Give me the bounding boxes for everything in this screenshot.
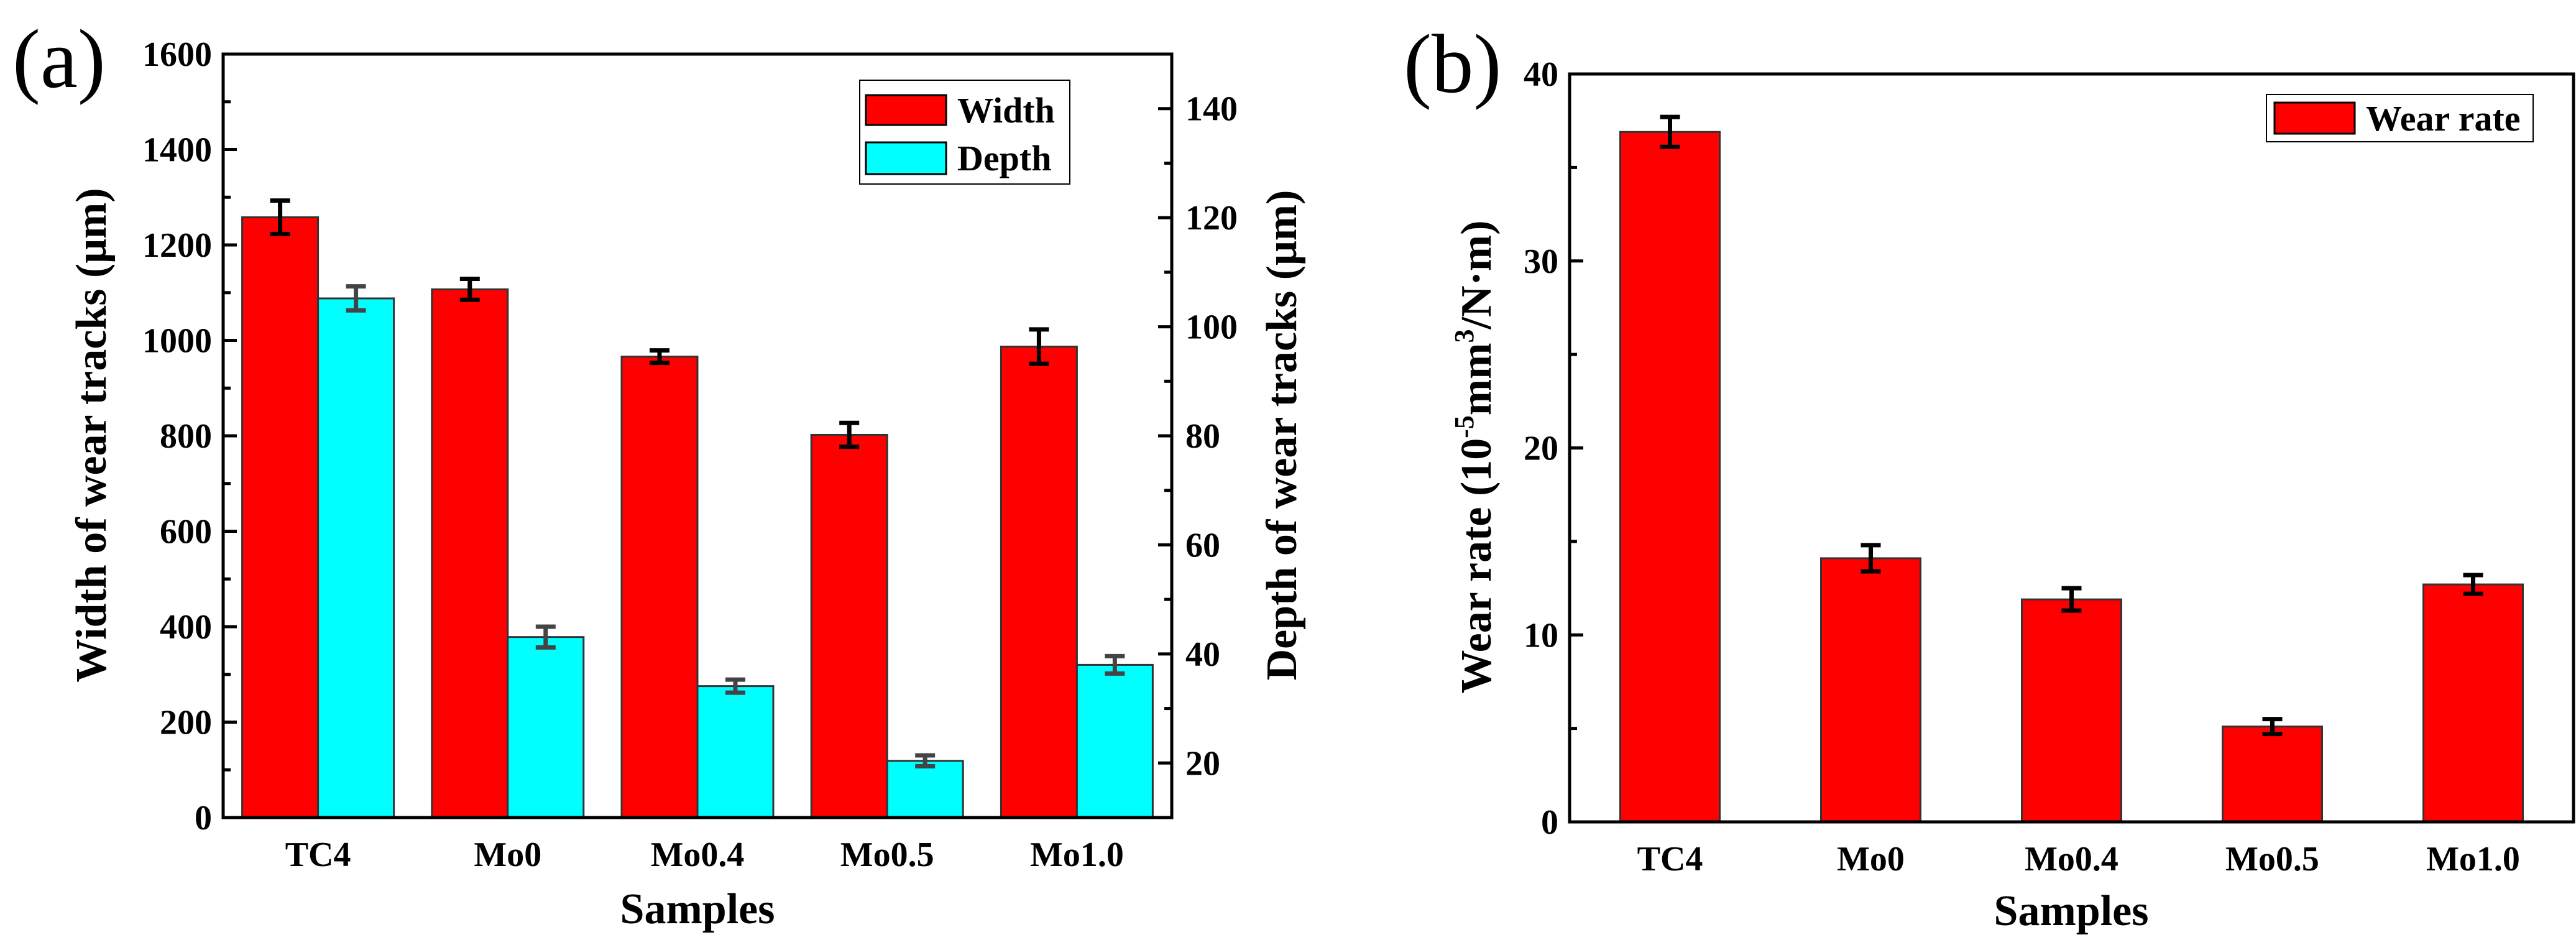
bar-width-Mo1.0 (1000, 345, 1078, 819)
bar-depth-Mo0.5 (886, 760, 964, 819)
panel-label-a: (a) (12, 13, 106, 106)
bars-a (241, 198, 1154, 819)
y-tick-label: 800 (160, 417, 212, 456)
bar-wear-rate-Mo1.0 (2422, 583, 2524, 823)
bars-b (1619, 114, 2524, 823)
legend-a: Width Depth (859, 80, 1070, 185)
error-bar (346, 284, 366, 313)
error-bar (270, 198, 290, 236)
y-title-part: mm (1453, 343, 1501, 415)
x-tick-label: Mo0.5 (2225, 840, 2319, 878)
x-tick-label: Mo0 (474, 836, 541, 874)
bar-depth-TC4 (317, 297, 395, 819)
error-bar (1029, 327, 1049, 366)
chart-a-width-depth: (a) 0 200 400 600 800 1000 1200 1400 1600 20 40 60 8… (12, 13, 1306, 933)
y-title-sup-cube: 3 (1449, 329, 1479, 343)
error-bar (2463, 573, 2483, 596)
error-bar (1105, 653, 1125, 676)
y-tick-label: 200 (160, 704, 212, 742)
error-bar (1660, 114, 1680, 149)
y-tick-label: 1200 (142, 226, 212, 265)
y-title-part: /N·m) (1453, 220, 1501, 330)
legend-label-width: Width (957, 90, 1055, 131)
y-axis-title-b: Wear rate (10-5mm3/N·m) (1449, 220, 1501, 693)
y-right-tick-label: 80 (1185, 417, 1220, 456)
y-tick-label: 40 (1524, 55, 1558, 94)
y-right-tick-label: 120 (1185, 199, 1238, 237)
y-right-tick-label: 100 (1185, 308, 1238, 347)
y-right-tick-label: 20 (1185, 744, 1220, 783)
error-bar (1861, 543, 1881, 574)
x-tick-label: Mo1.0 (2426, 840, 2520, 878)
legend-label-wear-rate: Wear rate (2366, 98, 2521, 139)
y-tick-label: 600 (160, 513, 212, 551)
error-bar (650, 348, 669, 366)
legend-b: Wear rate (2266, 94, 2534, 142)
bar-width-Mo0.4 (620, 356, 699, 819)
y-title-sup-exp: -5 (1449, 415, 1479, 438)
error-bar (459, 276, 480, 302)
legend-swatch-wear-rate (2273, 101, 2356, 135)
bar-width-TC4 (241, 216, 320, 819)
bar-width-Mo0.5 (810, 433, 888, 819)
y-tick-label: 1600 (142, 35, 212, 74)
y-tick-label: 400 (160, 608, 212, 647)
x-tick-label: Mo0.4 (2025, 840, 2118, 878)
y-axis-title-left-a: Width of wear tracks (μm) (68, 188, 116, 682)
bar-depth-Mo1.0 (1075, 663, 1154, 819)
bar-wear-rate-Mo0 (1820, 557, 1921, 823)
axis-ticks-a: 0 200 400 600 800 1000 1200 1400 1600 20 40 60 80 100… (142, 35, 1238, 874)
error-bar (725, 677, 745, 695)
x-tick-label: TC4 (285, 836, 351, 874)
y-tick-label: 0 (1541, 803, 1558, 842)
error-bar (915, 753, 936, 769)
legend-swatch-depth (865, 141, 947, 175)
error-bar (535, 624, 556, 650)
y-right-tick-label: 60 (1185, 526, 1220, 565)
x-axis-title-b: Samples (1994, 887, 2149, 935)
error-bar (2262, 717, 2283, 737)
y-right-tick-label: 40 (1185, 635, 1220, 674)
bar-depth-Mo0 (507, 636, 585, 819)
y-tick-label: 30 (1524, 242, 1558, 281)
x-axis-title-a: Samples (620, 885, 775, 933)
x-tick-label: Mo0.5 (840, 836, 934, 874)
axis-ticks-b: 0 10 20 30 40 TC4 Mo0 Mo0.4 Mo0.5 Mo1.0 (1524, 55, 2520, 878)
bar-depth-Mo0.4 (696, 685, 775, 819)
panel-label-b: (b) (1404, 18, 1501, 111)
legend-label-depth: Depth (957, 138, 1051, 178)
bar-wear-rate-Mo0.4 (2021, 598, 2122, 823)
bar-wear-rate-Mo0.5 (2222, 726, 2323, 823)
y-right-tick-label: 140 (1185, 90, 1238, 129)
error-bar (2061, 586, 2082, 613)
y-tick-label: 10 (1524, 616, 1558, 655)
bar-wear-rate-TC4 (1619, 131, 1721, 823)
legend-swatch-width (865, 94, 947, 126)
y-title-part: Wear rate (10 (1453, 438, 1501, 694)
x-tick-label: TC4 (1637, 840, 1703, 878)
chart-b-wear-rate: (b) 0 10 20 30 40 TC4 Mo0 Mo0.4 Mo0.5 Mo1.0 Sampl… (1404, 18, 2575, 935)
y-tick-label: 0 (195, 799, 212, 837)
y-axis-title-right-a: Depth of wear tracks (μm) (1258, 190, 1306, 681)
x-tick-label: Mo0 (1837, 840, 1905, 878)
y-tick-label: 1000 (142, 322, 212, 361)
error-bar (839, 420, 860, 449)
y-tick-label: 1400 (142, 131, 212, 170)
y-tick-label: 20 (1524, 430, 1558, 468)
x-tick-label: Mo1.0 (1030, 836, 1124, 874)
bar-width-Mo0 (431, 288, 509, 819)
x-tick-label: Mo0.4 (651, 836, 745, 874)
